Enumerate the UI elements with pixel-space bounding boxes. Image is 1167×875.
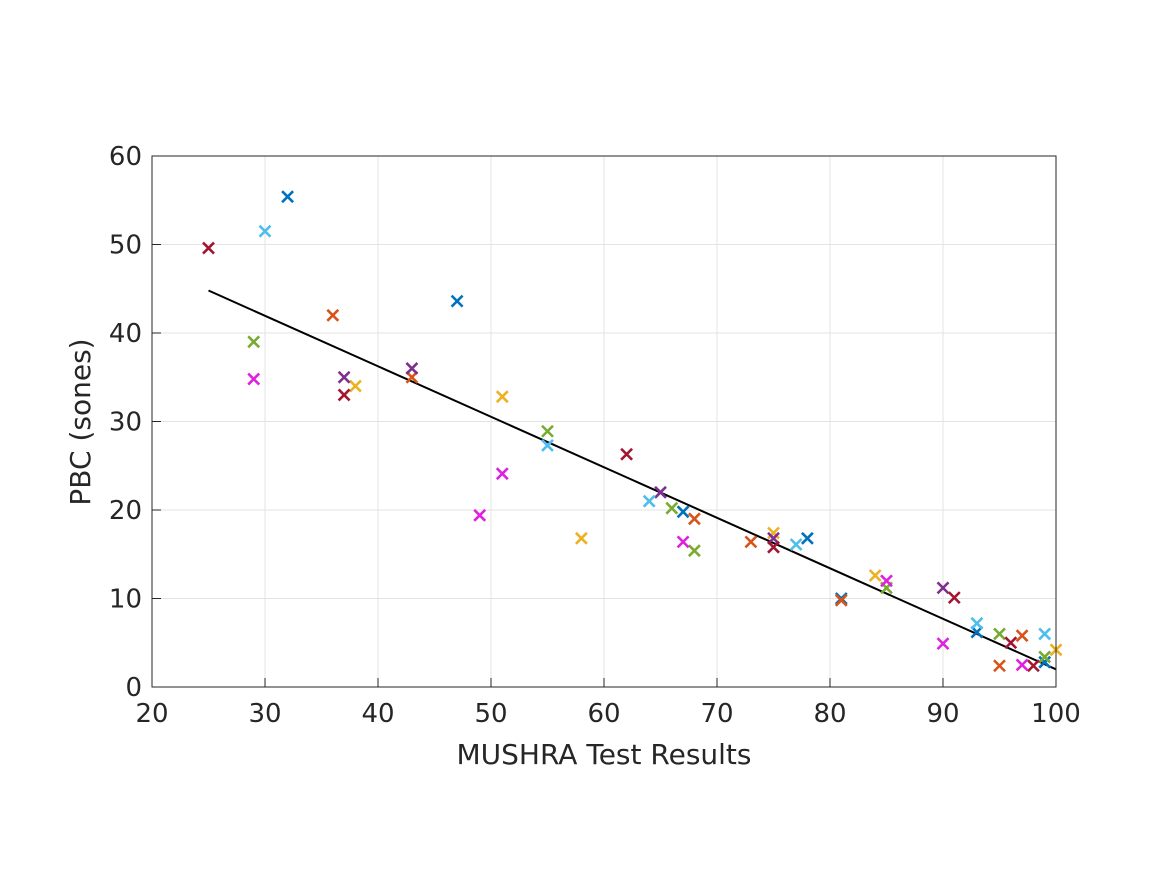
data-point-marker xyxy=(744,535,758,549)
data-point-marker xyxy=(789,538,803,551)
data-point-marker xyxy=(574,531,588,545)
data-point-marker xyxy=(1015,629,1029,643)
data-point-marker xyxy=(495,467,509,481)
y-tick-label: 20 xyxy=(109,496,142,526)
data-point-marker xyxy=(665,501,679,515)
data-point-marker xyxy=(337,388,351,402)
data-point-marker xyxy=(258,224,272,238)
data-point-marker xyxy=(473,508,487,522)
trend-line xyxy=(208,289,1057,671)
data-point-marker xyxy=(993,627,1006,641)
data-point-marker xyxy=(348,379,362,393)
x-tick-label: 40 xyxy=(361,699,394,729)
trend-line-group xyxy=(208,289,1057,671)
data-point-marker xyxy=(936,581,950,595)
y-tick-label: 60 xyxy=(109,142,142,172)
data-point-marker xyxy=(834,593,848,607)
data-point-marker xyxy=(247,335,261,349)
data-point-marker xyxy=(541,424,554,438)
x-axis-label: MUSHRA Test Results xyxy=(457,738,752,771)
grid-lines xyxy=(152,156,1056,687)
data-point-marker xyxy=(1026,659,1040,673)
y-tick-label: 40 xyxy=(109,319,142,349)
x-tick-label: 20 xyxy=(135,699,168,729)
data-point-marker xyxy=(326,308,340,322)
data-point-marker xyxy=(868,569,882,582)
data-point-marker xyxy=(800,531,814,545)
data-point-marker xyxy=(337,370,351,384)
data-point-marker xyxy=(993,659,1006,673)
x-tick-label: 90 xyxy=(926,699,959,729)
data-point-marker xyxy=(687,544,701,558)
x-tick-label: 100 xyxy=(1031,699,1081,729)
data-point-marker xyxy=(676,505,690,519)
y-tick-label: 10 xyxy=(109,585,142,615)
y-tick-label: 0 xyxy=(125,673,142,703)
data-point-marker xyxy=(1038,650,1052,664)
data-point-marker xyxy=(405,361,419,375)
x-tick-label: 50 xyxy=(474,699,507,729)
data-point-marker xyxy=(541,438,554,452)
x-tick-label: 80 xyxy=(813,699,846,729)
data-point-marker xyxy=(654,485,667,499)
data-point-marker xyxy=(202,241,215,255)
x-tick-label: 60 xyxy=(587,699,620,729)
data-point-marker xyxy=(642,494,656,508)
y-axis-label: PBC (sones) xyxy=(64,338,97,505)
x-tick-label: 30 xyxy=(248,699,281,729)
data-point-marker xyxy=(281,190,295,204)
axis-ticks: 20 30 40 50 60 70 80 90 100 0 10 20 30 40 50 60 xyxy=(109,142,1081,729)
data-point-marker xyxy=(1004,636,1018,650)
x-tick-label: 70 xyxy=(700,699,733,729)
y-tick-label: 50 xyxy=(109,231,142,261)
data-point-marker xyxy=(767,540,780,554)
data-point-marker xyxy=(1038,655,1052,669)
data-point-marker xyxy=(247,372,261,386)
data-point-marker xyxy=(620,447,634,461)
data-point-marker xyxy=(947,591,961,605)
data-point-marker xyxy=(1038,627,1052,641)
y-tick-label: 30 xyxy=(109,408,142,438)
data-point-marker xyxy=(687,512,701,526)
data-point-marker xyxy=(676,535,690,549)
data-point-marker xyxy=(1015,658,1029,672)
data-point-marker xyxy=(767,526,780,540)
data-point-marker xyxy=(450,294,464,308)
data-points xyxy=(202,190,1063,673)
data-point-marker xyxy=(970,616,984,630)
data-point-marker xyxy=(495,390,509,404)
data-point-marker xyxy=(936,637,950,651)
data-point-marker xyxy=(880,574,893,588)
